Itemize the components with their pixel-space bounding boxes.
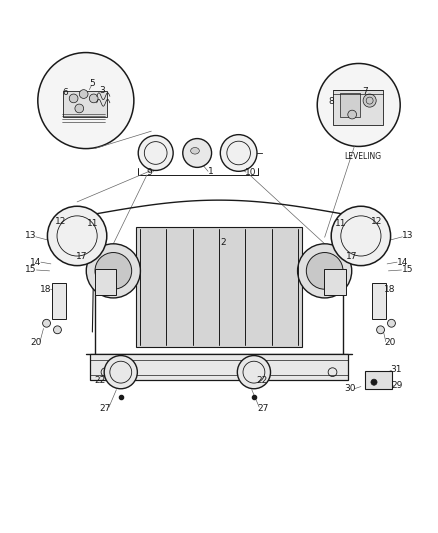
Text: 20: 20 [385, 338, 396, 348]
Text: 12: 12 [55, 217, 67, 227]
Bar [365, 372, 392, 389]
Bar [324, 269, 346, 295]
Circle shape [104, 356, 138, 389]
Circle shape [79, 90, 88, 99]
Text: 29: 29 [392, 381, 403, 390]
Text: 13: 13 [402, 231, 413, 240]
Text: 30: 30 [344, 384, 356, 393]
Circle shape [86, 244, 141, 298]
Circle shape [95, 253, 132, 289]
Text: 22: 22 [95, 376, 106, 385]
Bar [63, 91, 107, 117]
Text: 20: 20 [31, 338, 42, 348]
Circle shape [331, 206, 391, 265]
Text: 5: 5 [89, 79, 95, 88]
Circle shape [75, 104, 84, 113]
Text: 17: 17 [76, 253, 87, 261]
Bar [372, 283, 386, 319]
Circle shape [363, 94, 376, 107]
Circle shape [220, 135, 257, 171]
Bar [340, 93, 360, 117]
Ellipse shape [191, 148, 199, 154]
Bar [136, 227, 302, 348]
Text: 9: 9 [146, 168, 152, 177]
Text: 12: 12 [371, 217, 383, 227]
Text: LEVELING: LEVELING [345, 151, 381, 160]
Text: 11: 11 [87, 219, 98, 228]
Circle shape [371, 379, 377, 385]
Circle shape [138, 135, 173, 171]
Circle shape [183, 139, 212, 167]
Text: 18: 18 [39, 285, 51, 294]
Circle shape [237, 356, 271, 389]
Text: 18: 18 [385, 285, 396, 294]
Bar [52, 283, 66, 319]
Bar [95, 269, 117, 295]
Circle shape [348, 110, 357, 119]
Circle shape [42, 319, 50, 327]
Text: 31: 31 [390, 365, 402, 374]
Bar [332, 90, 383, 125]
Circle shape [69, 94, 78, 103]
Circle shape [53, 326, 61, 334]
Circle shape [89, 94, 98, 103]
Text: 1: 1 [208, 167, 214, 176]
Circle shape [377, 326, 385, 334]
Circle shape [388, 319, 396, 327]
Text: 27: 27 [100, 404, 111, 413]
Text: 15: 15 [402, 265, 413, 274]
Circle shape [38, 53, 134, 149]
Text: 14: 14 [397, 257, 408, 266]
Circle shape [306, 253, 343, 289]
Text: 22: 22 [256, 376, 268, 385]
Text: 17: 17 [346, 253, 358, 261]
Text: 15: 15 [25, 265, 36, 274]
Text: 8: 8 [328, 97, 334, 106]
Text: 7: 7 [362, 87, 368, 96]
Text: 2: 2 [221, 238, 226, 247]
Text: 13: 13 [25, 231, 36, 240]
Text: 14: 14 [30, 257, 41, 266]
Text: 6: 6 [63, 88, 68, 97]
Text: 10: 10 [245, 168, 256, 177]
Text: 27: 27 [257, 404, 268, 413]
Circle shape [297, 244, 352, 298]
Text: 3: 3 [99, 86, 105, 95]
Bar [90, 354, 348, 380]
Circle shape [47, 206, 107, 265]
Circle shape [317, 63, 400, 147]
Text: 11: 11 [335, 219, 346, 228]
